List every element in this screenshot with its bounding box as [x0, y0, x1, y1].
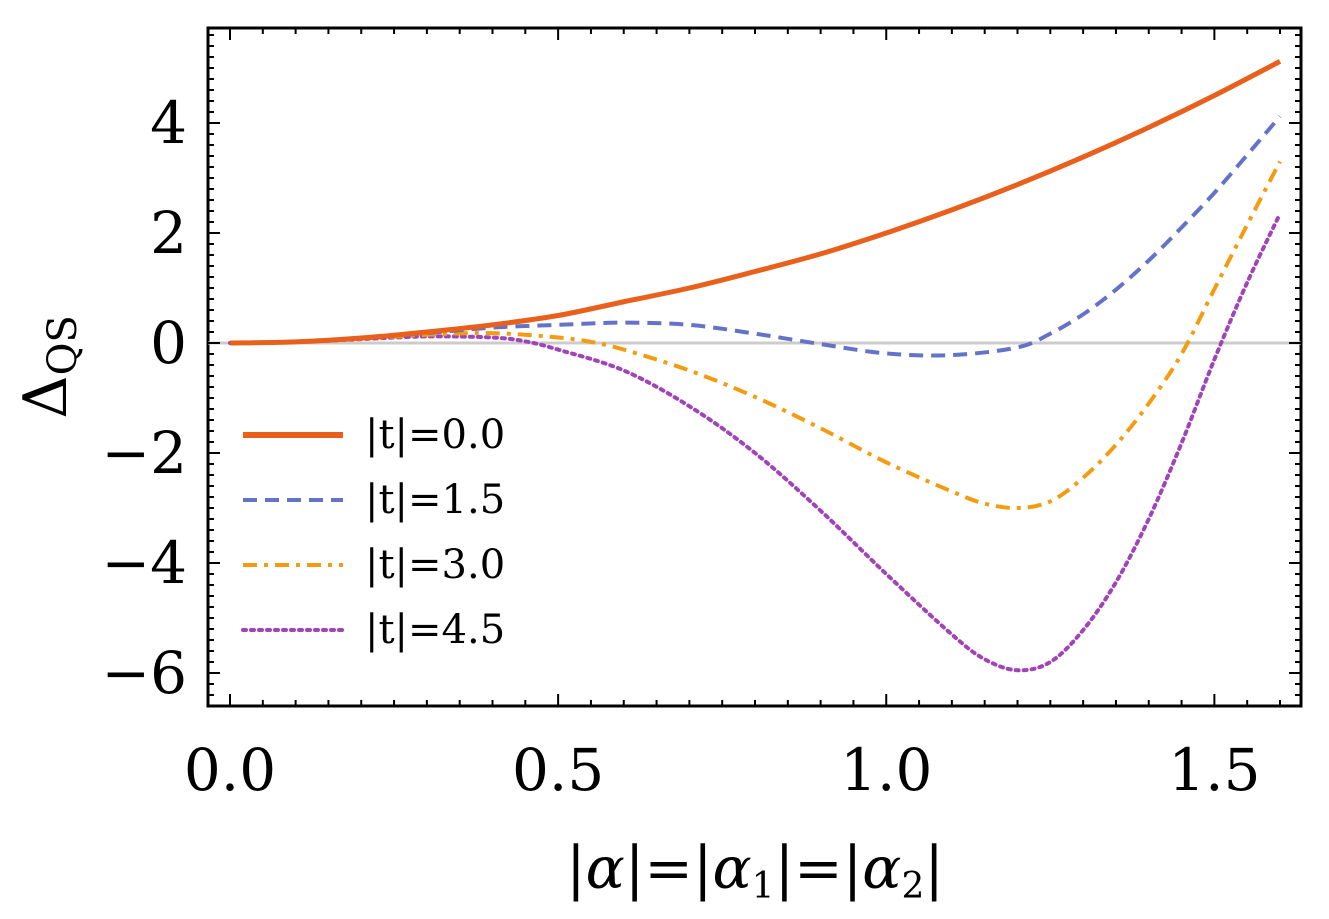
x-axis-title-sub2: 2 — [901, 866, 924, 907]
legend-label: |t|=0.0 — [365, 412, 505, 458]
legend-label: |t|=1.5 — [365, 477, 505, 523]
x-tick-label: 1.5 — [1168, 736, 1260, 804]
x-axis-title: |α|=|α1|=|α2| — [566, 834, 944, 907]
x-tick-label: 0.0 — [184, 736, 276, 804]
y-axis-title-main: Δ — [11, 375, 81, 418]
y-axis-title: ΔQS — [11, 315, 86, 419]
x-axis-title-sub1: 1 — [752, 866, 775, 907]
plot-frame — [206, 26, 1303, 708]
y-tick-label: 2 — [150, 199, 187, 267]
legend-label: |t|=3.0 — [365, 542, 505, 588]
legend: |t|=0.0 |t|=1.5 |t|=3.0 |t|=4.5 — [241, 412, 505, 653]
x-axis-title-mid: |=|α — [775, 834, 902, 902]
y-tick-label: −6 — [102, 639, 188, 707]
x-axis-title-main: |α|=|α — [566, 834, 752, 902]
x-tick-label: 1.0 — [840, 736, 932, 804]
series-line--t--1-5 — [229, 115, 1282, 358]
series-line--t--0-0 — [229, 59, 1282, 346]
x-axis-title-end: | — [924, 834, 944, 902]
series-line--t--4-5 — [228, 211, 1282, 673]
y-tick-label: −2 — [102, 419, 188, 487]
x-tick-label: 0.5 — [512, 736, 604, 804]
legend-label: |t|=4.5 — [365, 607, 505, 653]
y-axis-title-sub: QS — [40, 315, 86, 375]
y-tick-label: 4 — [150, 89, 187, 157]
y-tick-label: 0 — [150, 309, 187, 377]
series-line--t--3-0 — [229, 160, 1282, 511]
y-tick-label: −4 — [102, 529, 188, 597]
